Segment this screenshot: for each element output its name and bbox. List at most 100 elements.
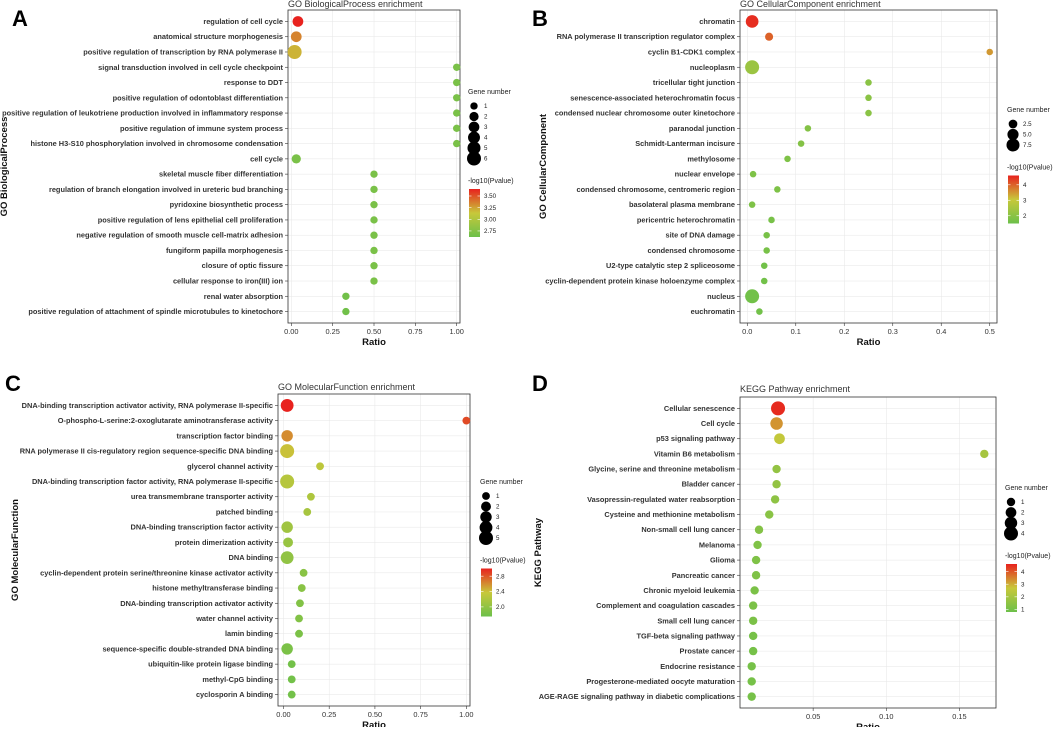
size-legend-label: 2.5 [1023,121,1032,128]
category-label: protein dimerization activity [175,538,274,547]
category-label: Prostate cancer [680,647,736,656]
size-legend-label: 3 [484,124,488,131]
size-legend-dot [1008,119,1018,129]
size-legend-label: 2 [496,504,500,511]
data-point [771,401,786,416]
category-label: condensed chromosome [648,246,735,255]
category-label: regulation of cell cycle [203,17,283,26]
data-point [772,480,781,489]
data-point [297,584,306,592]
data-point [453,94,461,102]
data-point [748,631,758,641]
colorbar [481,568,492,617]
data-point [754,525,764,534]
category-label: nucleoplasm [690,63,736,72]
category-label: Glycine, serine and threonine metabolism [588,465,735,474]
data-point [281,521,293,533]
category-label: cellular response to iron(III) ion [173,277,284,286]
category-label: Cell cycle [701,419,735,428]
data-point [370,170,378,178]
size-legend-label: 1 [484,103,488,110]
category-label: cyclosporin A binding [196,690,274,699]
color-legend-title: -log10(Pvalue) [1005,553,1051,560]
size-legend-title: Gene number [468,89,511,96]
data-point [370,185,378,194]
size-legend-label: 1 [496,493,500,500]
data-point [462,416,471,425]
plot-border [739,396,997,709]
data-point [307,492,315,501]
category-label: Chronic myeloid leukemia [643,586,735,595]
data-point [292,16,304,27]
color-legend: -log10(Pvalue) 2.75 3.00 3.25 3.50 [468,178,514,237]
size-legend-label: 6 [484,156,488,163]
x-tick-label: 0.00 [276,710,290,719]
plot-area [278,394,470,706]
category-label: signal transduction involved in cell cyc… [98,63,283,72]
data-point [280,399,294,412]
size-legend-title: Gene number [480,479,523,486]
category-label: Schmidt-Lanterman incisure [635,139,735,148]
x-tick-label: 0.25 [322,710,336,719]
x-tick-label: 0.1 [791,327,801,336]
panel-letter: C [5,371,21,396]
category-label: chromatin [699,17,735,26]
size-legend: Gene number 1 2 3 4 5 6 [467,89,511,166]
colorbar-tick-label: 4 [1021,569,1025,576]
data-point [453,63,461,71]
data-point [749,170,757,178]
data-point [287,44,302,59]
size-legend-label: 4 [484,135,488,142]
data-point [865,109,872,117]
data-point [747,662,756,671]
size-legend: Gene number 2.5 5.0 7.5 [1006,107,1050,152]
size-legend-dot [479,521,493,534]
data-point [281,430,293,442]
data-point [751,571,761,580]
category-label: cyclin B1-CDK1 complex [648,47,736,56]
category-label: Progesterone-mediated oocyte maturation [586,677,735,686]
size-legend-label: 2 [484,114,488,121]
category-label: paranodal junction [669,124,736,133]
size-legend-dot [467,141,481,155]
x-tick-label: 0.50 [368,710,382,719]
category-label: Small cell lung cancer [657,616,735,625]
plot-area [740,10,997,323]
data-point [797,140,805,147]
x-tick-label: 0.25 [325,327,339,336]
data-point [370,231,378,239]
color-legend: -log10(Pvalue) 1 2 3 4 [1005,553,1051,614]
size-legend-dot [468,131,480,144]
colorbar [1008,175,1019,224]
data-point [283,537,293,548]
category-label: cyclin-dependent protein kinase holoenzy… [545,277,736,286]
data-point [750,586,759,595]
data-point [303,508,312,516]
chart-title: GO MolecularFunction enrichment [278,382,416,392]
y-axis-label: KEGG Pathway [533,517,544,587]
plot-border [277,393,471,707]
category-label: condensed nuclear chromosome outer kinet… [555,109,735,118]
data-point [770,417,783,430]
colorbar-tick-label: 2 [1023,213,1027,220]
size-legend-dot [468,121,480,133]
size-legend-dot [470,102,478,110]
data-point [370,216,378,224]
size-legend-dot [1006,138,1020,152]
category-label: Vitamin B6 metabolism [654,449,736,458]
category-label: skeletal muscle fiber differentiation [159,170,284,179]
category-label: cell cycle [250,154,283,163]
category-label: pericentric heterochromatin [637,215,736,224]
category-label: positive regulation of lens epithelial c… [98,215,284,224]
category-label: positive regulation of transcription by … [83,47,283,56]
y-axis-label: GO BiologicalProcess [0,117,10,217]
category-label: anatomical structure morphogenesis [153,32,283,41]
plot-border [739,9,998,324]
category-label: site of DNA damage [665,231,735,240]
x-tick-label: 0.75 [413,710,427,719]
data-point [751,555,761,565]
category-label: ubiquitin-like protein ligase binding [148,660,273,669]
color-legend-title: -log10(Pvalue) [1007,165,1053,172]
category-label: U2-type catalytic step 2 spliceosome [606,261,735,270]
